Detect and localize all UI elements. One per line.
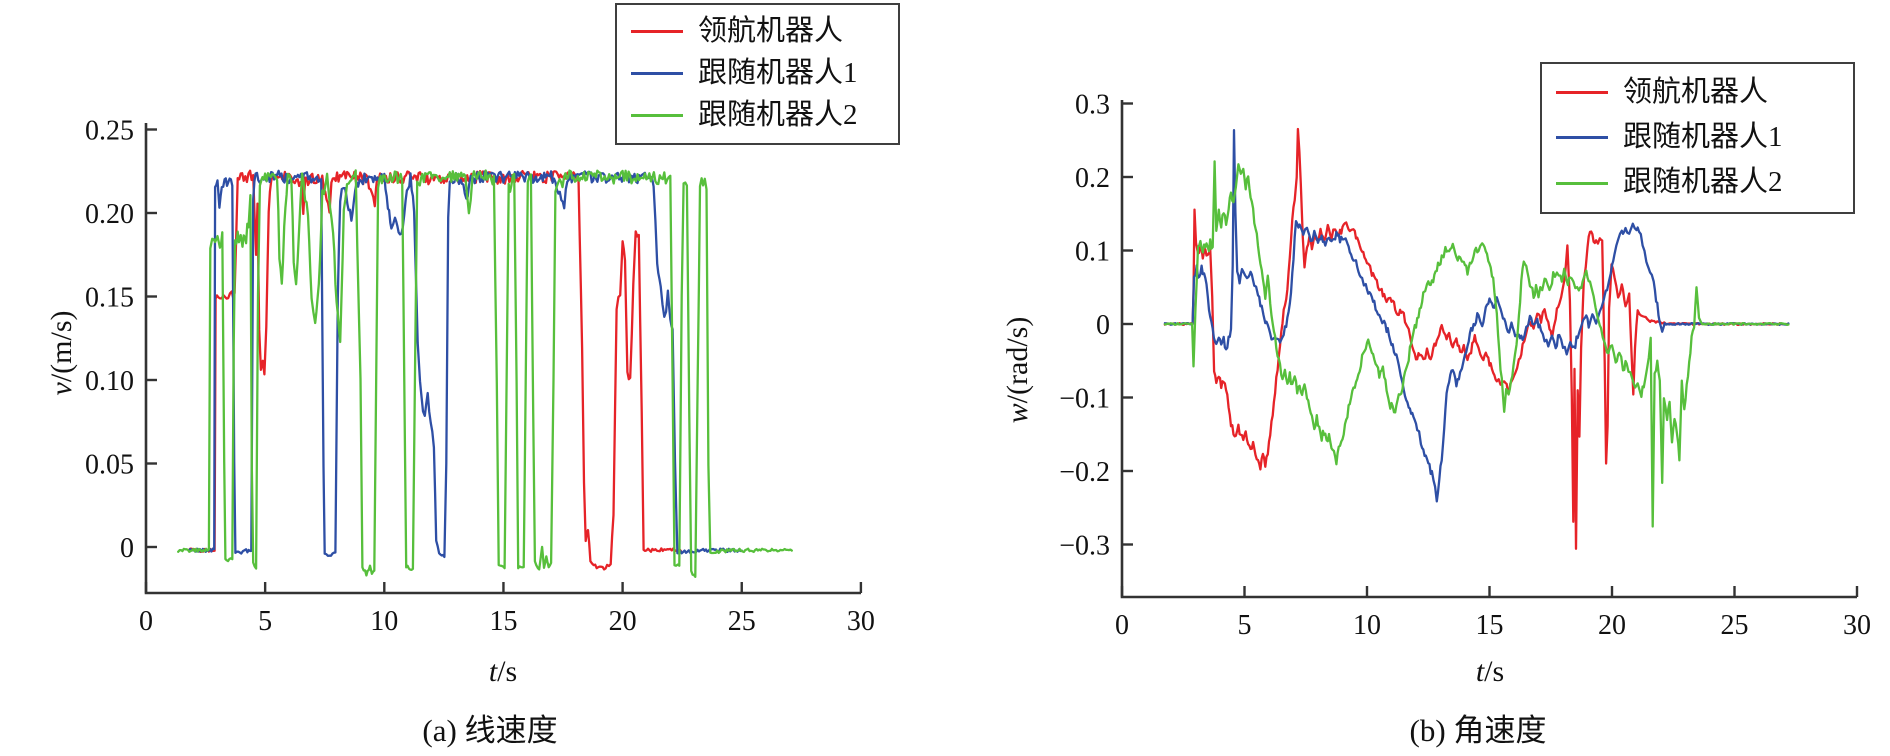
y-tick-label: 0.25 — [85, 116, 134, 147]
legend-label-follower1: 跟随机器人1 — [698, 57, 858, 90]
right-y-axis-label: w/(rad/s) — [1001, 317, 1035, 424]
legend-item-follower2: 跟随机器人2 — [631, 99, 884, 132]
y-tick-label: −0.2 — [1059, 457, 1110, 488]
x-tick-label: 15 — [489, 606, 517, 637]
legend-item-leader: 领航机器人 — [1556, 75, 1839, 109]
right-legend: 领航机器人 跟随机器人1 跟随机器人2 — [1540, 62, 1855, 214]
y-tick-label: 0 — [120, 533, 134, 564]
x-tick-label: 0 — [139, 606, 153, 637]
x-tick-label: 10 — [1353, 610, 1381, 641]
x-tick-label: 15 — [1476, 610, 1504, 641]
y-tick-label: 0.15 — [85, 283, 134, 314]
x-tick-label: 0 — [1115, 610, 1129, 641]
x-tick-label: 20 — [609, 606, 637, 637]
series-line-跟随机器人1 — [1163, 129, 1790, 503]
series-line-跟随机器人2 — [177, 169, 793, 578]
legend-item-follower2: 跟随机器人2 — [1556, 166, 1839, 199]
left-y-axis-label: v/(m/s) — [45, 311, 79, 396]
series-line-跟随机器人1 — [187, 169, 743, 559]
legend-label-leader: 领航机器人 — [1623, 75, 1769, 108]
right-y-axis-variable: w — [1001, 403, 1034, 424]
right-x-axis-variable: t — [1475, 655, 1485, 688]
legend-label-follower2: 跟随机器人2 — [1623, 166, 1783, 199]
right-y-axis-unit: /(rad/s) — [1001, 316, 1034, 404]
right-x-axis-unit: /s — [1484, 655, 1505, 688]
leader-line-swatch — [1556, 91, 1608, 95]
follower2-line-swatch — [1556, 181, 1608, 185]
x-tick-label: 5 — [258, 606, 272, 637]
left-x-axis-variable: t — [488, 655, 498, 688]
y-tick-label: 0.2 — [1075, 163, 1110, 194]
follower1-line-swatch — [631, 72, 683, 76]
left-chart-caption: (a) 线速度 — [422, 713, 558, 748]
left-legend: 领航机器人 跟随机器人1 跟随机器人2 — [615, 3, 900, 145]
follower2-line-swatch — [631, 114, 683, 118]
left-x-axis-label: t/s — [489, 655, 517, 689]
y-tick-label: −0.1 — [1059, 384, 1110, 415]
left-y-axis-unit: /(m/s) — [45, 310, 78, 383]
legend-label-follower1: 跟随机器人1 — [1623, 121, 1783, 154]
legend-item-follower1: 跟随机器人1 — [631, 57, 884, 90]
x-tick-label: 25 — [728, 606, 756, 637]
legend-label-follower2: 跟随机器人2 — [698, 99, 858, 132]
x-tick-label: 20 — [1598, 610, 1626, 641]
follower1-line-swatch — [1556, 136, 1608, 140]
y-tick-label: 0.05 — [85, 450, 134, 481]
x-tick-label: 5 — [1238, 610, 1252, 641]
series-line-跟随机器人2 — [1163, 160, 1790, 528]
x-tick-label: 10 — [370, 606, 398, 637]
x-tick-label: 30 — [847, 606, 875, 637]
x-tick-label: 30 — [1843, 610, 1871, 641]
y-tick-label: 0.3 — [1075, 90, 1110, 121]
y-tick-label: 0.20 — [85, 199, 134, 230]
left-y-axis-variable: v — [45, 382, 78, 396]
legend-item-follower1: 跟随机器人1 — [1556, 121, 1839, 154]
x-tick-label: 25 — [1721, 610, 1749, 641]
y-tick-label: 0.1 — [1075, 237, 1110, 268]
y-tick-label: 0 — [1096, 310, 1110, 341]
right-chart-caption: (b) 角速度 — [1409, 713, 1547, 748]
legend-item-leader: 领航机器人 — [631, 15, 884, 48]
y-tick-label: −0.3 — [1059, 531, 1110, 562]
y-tick-label: 0.10 — [85, 366, 134, 397]
legend-label-leader: 领航机器人 — [698, 15, 844, 48]
left-x-axis-unit: /s — [497, 655, 518, 688]
right-x-axis-label: t/s — [1476, 655, 1504, 689]
leader-line-swatch — [631, 30, 683, 34]
